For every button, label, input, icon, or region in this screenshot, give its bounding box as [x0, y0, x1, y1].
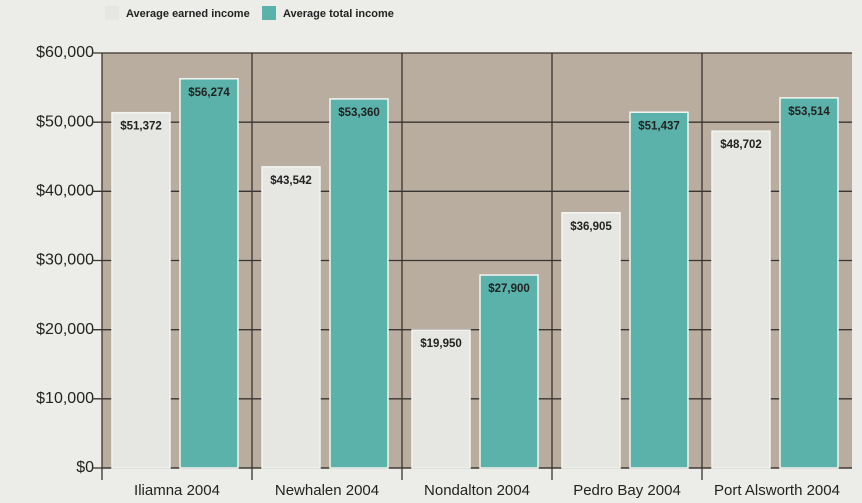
- bar: [329, 98, 389, 469]
- bar: [411, 329, 471, 469]
- bar: [561, 211, 621, 469]
- legend-label: Average total income: [283, 8, 394, 20]
- value-label: $27,900: [488, 283, 530, 295]
- bar: [479, 274, 539, 469]
- x-tick-label: Newhalen 2004: [275, 482, 379, 499]
- bar: [179, 78, 239, 469]
- y-tick-label: $20,000: [36, 321, 94, 338]
- y-tick-label: $10,000: [36, 390, 94, 407]
- x-tick-label: Iliamna 2004: [134, 482, 220, 499]
- y-tick-label: $50,000: [36, 113, 94, 130]
- bar: [111, 111, 171, 469]
- y-tick-label: $40,000: [36, 183, 94, 200]
- legend-swatch: [105, 6, 119, 20]
- legend-swatch: [262, 6, 276, 20]
- x-tick-label: Pedro Bay 2004: [573, 482, 681, 499]
- bar: [261, 166, 321, 469]
- value-label: $36,905: [570, 221, 612, 233]
- value-label: $19,950: [420, 338, 462, 350]
- bar: [629, 111, 689, 469]
- y-tick-label: $0: [76, 459, 94, 476]
- x-tick-label: Port Alsworth 2004: [714, 482, 840, 499]
- value-label: $56,274: [188, 87, 230, 99]
- value-label: $48,702: [720, 139, 762, 151]
- y-tick-label: $60,000: [36, 44, 94, 61]
- value-label: $51,372: [120, 121, 162, 133]
- value-label: $43,542: [270, 175, 312, 187]
- bar: [711, 130, 771, 469]
- value-label: $53,514: [788, 106, 830, 118]
- value-label: $51,437: [638, 120, 680, 132]
- bar: [779, 97, 839, 469]
- legend-label: Average earned income: [126, 8, 250, 20]
- value-label: $53,360: [338, 107, 380, 119]
- y-tick-label: $30,000: [36, 252, 94, 269]
- x-tick-label: Nondalton 2004: [424, 482, 530, 499]
